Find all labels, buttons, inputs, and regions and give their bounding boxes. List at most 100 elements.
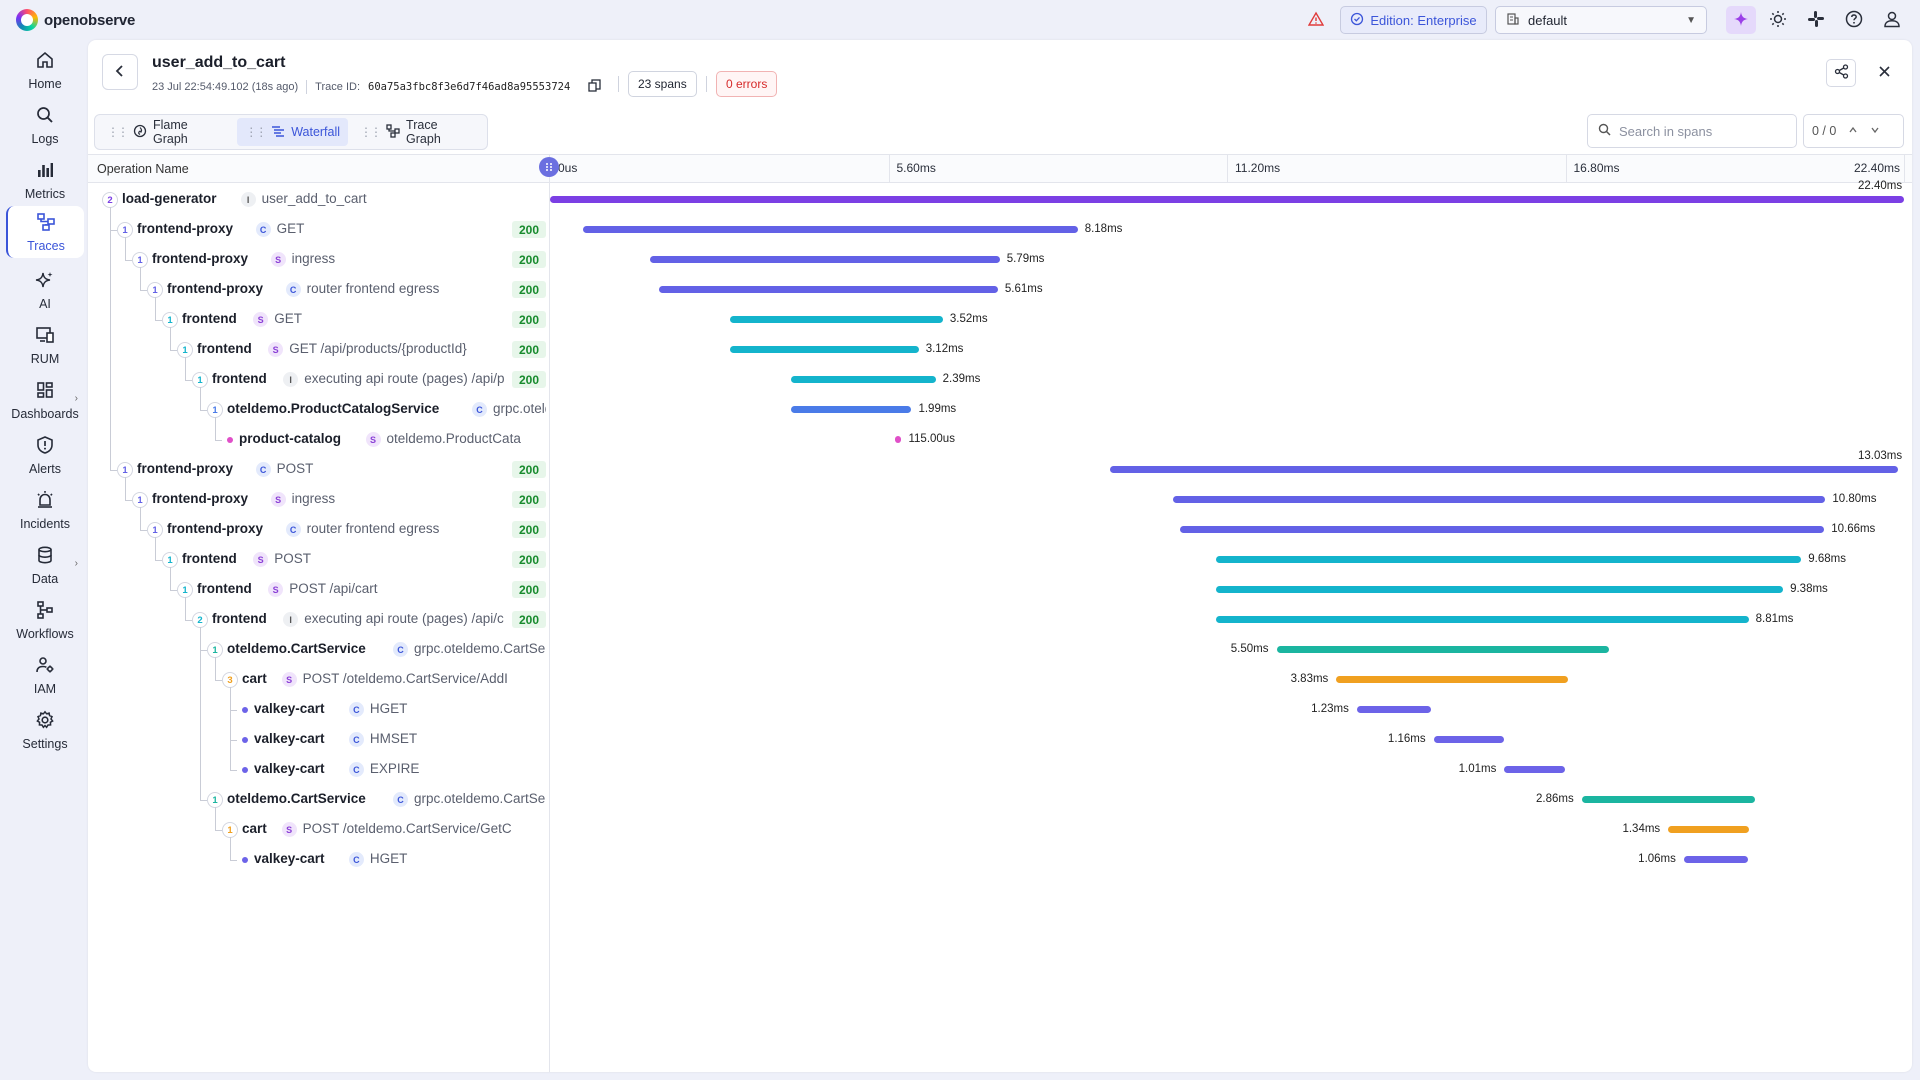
span-duration-bar[interactable] bbox=[791, 376, 936, 383]
org-select[interactable]: default ▼ bbox=[1495, 6, 1707, 34]
nav-logs[interactable]: Logs bbox=[6, 99, 84, 151]
nav-data[interactable]: Data › bbox=[6, 539, 84, 591]
errors-count-badge[interactable]: 0 errors bbox=[716, 71, 778, 97]
nav-dashboards[interactable]: Dashboards › bbox=[6, 374, 84, 426]
span-duration-bar[interactable] bbox=[1336, 676, 1568, 683]
span-duration-bar[interactable] bbox=[1356, 706, 1432, 713]
span-duration-bar[interactable] bbox=[1179, 526, 1825, 533]
span-row[interactable]: 1 frontend S GET 200 bbox=[88, 305, 549, 335]
span-duration-bar[interactable] bbox=[1433, 736, 1504, 743]
span-duration-bar[interactable] bbox=[1216, 616, 1749, 623]
warning-icon[interactable] bbox=[1307, 11, 1325, 30]
child-count-badge[interactable]: 2 bbox=[102, 192, 118, 208]
span-search[interactable]: Search in spans bbox=[1587, 114, 1797, 148]
span-duration-bar[interactable] bbox=[730, 346, 919, 353]
span-duration-bar[interactable] bbox=[658, 286, 998, 293]
span-duration-bar[interactable] bbox=[550, 196, 1904, 203]
tab-trace-graph[interactable]: ⋮⋮ Trace Graph bbox=[352, 118, 483, 146]
close-button[interactable] bbox=[1870, 59, 1898, 87]
nav-metrics[interactable]: Metrics bbox=[6, 154, 84, 206]
child-count-badge[interactable]: 1 bbox=[117, 462, 133, 478]
tab-waterfall[interactable]: ⋮⋮ Waterfall bbox=[237, 118, 349, 146]
child-count-badge[interactable]: 3 bbox=[222, 672, 238, 688]
nav-rum[interactable]: RUM bbox=[6, 319, 84, 371]
span-duration-bar[interactable] bbox=[894, 436, 902, 443]
span-duration-bar[interactable] bbox=[1668, 826, 1750, 833]
span-duration-bar[interactable] bbox=[1683, 856, 1749, 863]
nav-incidents[interactable]: Incidents bbox=[6, 484, 84, 536]
edition-button[interactable]: Edition: Enterprise bbox=[1340, 6, 1487, 34]
column-divider[interactable] bbox=[549, 154, 550, 1072]
tab-flame-graph[interactable]: ⋮⋮ Flame Graph bbox=[99, 118, 233, 146]
nav-iam[interactable]: IAM bbox=[6, 649, 84, 701]
span-row[interactable]: valkey-cart C HMSET bbox=[88, 725, 549, 755]
span-duration-bar[interactable] bbox=[1110, 466, 1898, 473]
child-count-badge[interactable]: 1 bbox=[117, 222, 133, 238]
child-count-badge[interactable]: 2 bbox=[192, 612, 208, 628]
child-count-badge[interactable]: 1 bbox=[177, 582, 193, 598]
app-logo[interactable]: openobserve bbox=[16, 9, 135, 31]
child-count-badge[interactable]: 1 bbox=[177, 342, 193, 358]
theme-toggle-button[interactable] bbox=[1766, 8, 1790, 32]
span-duration-bar[interactable] bbox=[730, 316, 943, 323]
back-button[interactable] bbox=[102, 54, 138, 90]
chevron-up-icon[interactable] bbox=[1848, 124, 1858, 138]
span-row[interactable]: 3 cart S POST /oteldemo.CartService/AddI bbox=[88, 665, 549, 695]
span-row[interactable]: 1 frontend S POST /api/cart 200 bbox=[88, 575, 549, 605]
span-duration-bar[interactable] bbox=[1276, 646, 1610, 653]
span-duration-bar[interactable] bbox=[791, 406, 912, 413]
span-duration-bar[interactable] bbox=[1216, 586, 1784, 593]
user-menu-button[interactable] bbox=[1880, 8, 1904, 32]
nav-settings[interactable]: Settings bbox=[6, 704, 84, 756]
child-count-badge[interactable]: 1 bbox=[147, 282, 163, 298]
span-row[interactable]: 1 frontend-proxy C GET 200 bbox=[88, 215, 549, 245]
child-count-badge[interactable]: 1 bbox=[207, 642, 223, 658]
search-input[interactable]: Search in spans bbox=[1619, 123, 1713, 139]
child-count-badge[interactable]: 1 bbox=[162, 552, 178, 568]
nav-home[interactable]: Home bbox=[6, 44, 84, 96]
child-count-badge[interactable]: 1 bbox=[192, 372, 208, 388]
slack-button[interactable] bbox=[1804, 8, 1828, 32]
span-duration-bar[interactable] bbox=[1581, 796, 1755, 803]
span-row[interactable]: 1 frontend S POST 200 bbox=[88, 545, 549, 575]
span-duration-bar[interactable] bbox=[1504, 766, 1566, 773]
child-count-badge[interactable]: 1 bbox=[222, 822, 238, 838]
child-count-badge[interactable]: 1 bbox=[207, 792, 223, 808]
span-row[interactable]: valkey-cart C HGET bbox=[88, 695, 549, 725]
span-row[interactable]: 1 cart S POST /oteldemo.CartService/GetC bbox=[88, 815, 549, 845]
child-count-badge[interactable]: 1 bbox=[162, 312, 178, 328]
span-duration-bar[interactable] bbox=[1172, 496, 1826, 503]
span-row[interactable]: valkey-cart C EXPIRE bbox=[88, 755, 549, 785]
child-count-badge[interactable]: 1 bbox=[207, 402, 223, 418]
span-duration-bar[interactable] bbox=[583, 226, 1078, 233]
span-row[interactable]: 1 frontend-proxy C POST 200 bbox=[88, 455, 549, 485]
nav-alerts[interactable]: Alerts bbox=[6, 429, 84, 481]
nav-workflows[interactable]: Workflows bbox=[6, 594, 84, 646]
span-row[interactable]: valkey-cart C HGET bbox=[88, 845, 549, 875]
column-resize-handle[interactable] bbox=[539, 157, 559, 177]
child-count-badge[interactable]: 1 bbox=[132, 252, 148, 268]
span-duration-bar[interactable] bbox=[649, 256, 1000, 263]
child-count-badge[interactable]: 1 bbox=[147, 522, 163, 538]
nav-traces[interactable]: Traces bbox=[6, 206, 84, 258]
span-duration-bar[interactable] bbox=[1216, 556, 1802, 563]
help-button[interactable] bbox=[1842, 8, 1866, 32]
chevron-down-icon[interactable] bbox=[1870, 124, 1880, 138]
share-button[interactable] bbox=[1826, 59, 1856, 87]
copy-icon[interactable] bbox=[588, 79, 601, 95]
span-row[interactable]: 1 frontend S GET /api/products/{productId} 2… bbox=[88, 335, 549, 365]
child-count-badge[interactable]: 1 bbox=[132, 492, 148, 508]
ai-assistant-button[interactable] bbox=[1726, 6, 1756, 34]
nav-ai[interactable]: AI bbox=[6, 264, 84, 316]
